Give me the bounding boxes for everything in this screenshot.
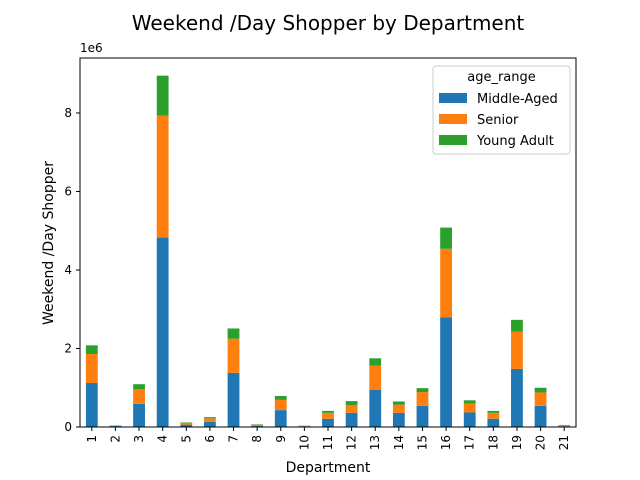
- legend-swatch: [439, 93, 467, 103]
- bar-segment: [440, 227, 452, 249]
- y-tick-label: 8: [64, 106, 72, 120]
- bar-segment: [133, 389, 145, 404]
- x-tick-label: 10: [297, 435, 311, 450]
- legend-box: [432, 65, 571, 155]
- x-tick-label: 5: [179, 435, 193, 443]
- chart-title: Weekend /Day Shopper by Department: [132, 11, 525, 35]
- bar-segment: [322, 412, 334, 419]
- legend-swatch: [439, 114, 467, 124]
- x-tick-label: 1: [85, 435, 99, 443]
- bar-segment: [369, 358, 382, 366]
- bar-segment: [251, 425, 264, 427]
- bar-segment: [463, 403, 476, 413]
- bar-segment: [156, 237, 169, 427]
- bar-segment: [274, 410, 287, 427]
- bar-segment: [274, 399, 287, 411]
- bar-segment: [392, 401, 405, 405]
- legend: age_range Middle-Aged Senior Young Adult: [432, 65, 571, 155]
- x-tick-label: 13: [368, 435, 382, 450]
- bar-segment: [487, 418, 500, 427]
- bar-segment: [85, 353, 98, 384]
- x-axis-label: Department: [286, 460, 371, 476]
- bar-segment: [180, 424, 193, 427]
- bar-segment: [322, 410, 334, 413]
- x-tick-label: 14: [392, 435, 406, 450]
- bar-segment: [392, 404, 405, 413]
- y-tick-label: 2: [64, 341, 72, 355]
- x-tick-label: 8: [250, 435, 264, 443]
- bar-segment: [345, 405, 358, 413]
- bar-segment: [534, 405, 547, 427]
- x-tick-label: 4: [156, 435, 170, 443]
- bar-segment: [204, 418, 216, 422]
- legend-entry: Senior: [477, 113, 519, 128]
- bar-segment: [416, 405, 429, 427]
- bar-segment: [322, 418, 334, 427]
- legend-entry: Middle-Aged: [477, 92, 558, 107]
- x-tick-label: 21: [557, 435, 571, 450]
- bar-segment: [534, 387, 547, 393]
- x-tick-label: 11: [321, 435, 335, 450]
- x-tick-label: 20: [534, 435, 548, 450]
- legend-swatch: [439, 135, 467, 145]
- bar-segment: [180, 422, 193, 425]
- y-axis-label: Weekend /Day Shopper: [41, 161, 57, 325]
- bar-segment: [204, 421, 216, 427]
- y-tick-label: 6: [64, 184, 72, 198]
- bar-segment: [534, 392, 547, 406]
- bar-segment: [227, 372, 240, 427]
- x-tick-label: 19: [510, 435, 524, 450]
- bar-segment: [558, 425, 571, 427]
- x-tick-label: 18: [486, 435, 500, 450]
- bar-segment: [511, 319, 523, 332]
- bar-segment: [274, 395, 287, 400]
- legend-title: age_range: [467, 70, 536, 85]
- bar-segment: [85, 345, 98, 354]
- bar-segment: [369, 389, 382, 427]
- bar-segment: [227, 338, 240, 373]
- bar-segment: [392, 412, 405, 427]
- bar-segment: [85, 383, 98, 427]
- bar-segment: [487, 410, 500, 413]
- bar-segment: [463, 412, 476, 427]
- bar-segment: [487, 412, 500, 419]
- x-tick-label: 7: [227, 435, 241, 443]
- bars-group: [85, 75, 571, 427]
- legend-entry: Young Adult: [476, 134, 554, 149]
- x-tick-label: 6: [203, 435, 217, 443]
- bar-segment: [416, 388, 429, 393]
- bar-segment: [511, 368, 523, 427]
- x-tick-label: 12: [345, 435, 359, 450]
- y-offset-label: 1e6: [80, 41, 103, 55]
- y-tick-label: 0: [64, 420, 72, 434]
- bar-segment: [463, 400, 476, 404]
- x-tick-label: 9: [274, 435, 288, 443]
- bar-segment: [416, 392, 429, 406]
- bar-segment: [204, 417, 216, 419]
- bar-segment: [156, 75, 169, 116]
- bar-segment: [511, 331, 523, 369]
- bar-segment: [227, 328, 240, 339]
- bar-segment: [345, 412, 358, 427]
- x-tick-label: 15: [415, 435, 429, 450]
- bar-segment: [440, 248, 452, 318]
- x-tick-label: 17: [463, 435, 477, 450]
- bar-segment: [133, 384, 145, 390]
- bar-segment: [133, 403, 145, 427]
- x-tick-label: 2: [108, 435, 122, 443]
- bar-segment: [345, 401, 358, 406]
- x-tick-label: 16: [439, 435, 453, 450]
- x-tick-label: 3: [132, 435, 146, 443]
- bar-segment: [156, 115, 169, 238]
- bar-segment: [251, 424, 264, 426]
- bar-segment: [369, 365, 382, 390]
- y-tick-label: 4: [64, 263, 72, 277]
- bar-segment: [440, 317, 452, 427]
